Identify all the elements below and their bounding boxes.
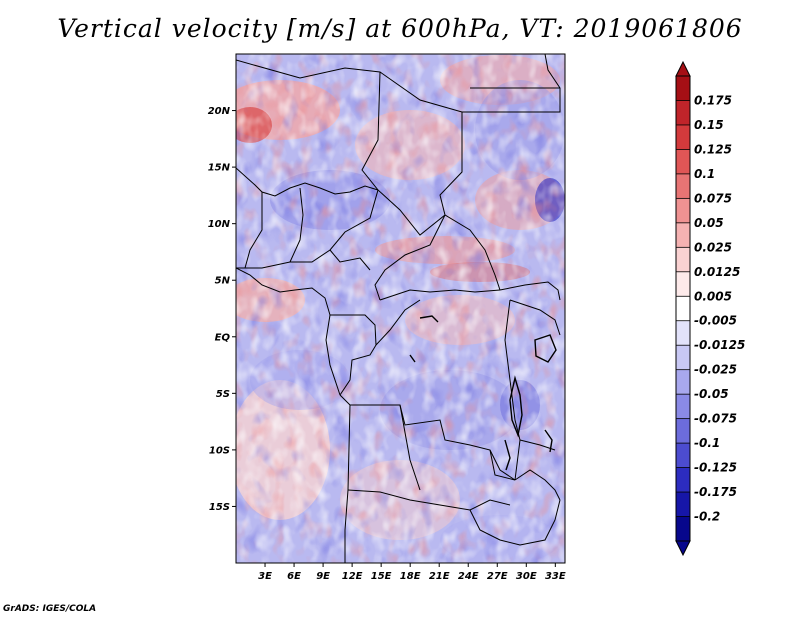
lat-tick-label: 10N (208, 219, 231, 230)
colorbar-label: 0.075 (694, 191, 732, 205)
lon-tick-label: 12E (342, 571, 363, 582)
colorbar-label: -0.175 (694, 485, 737, 499)
colorbar-swatch (676, 296, 690, 322)
lat-tick-label: EQ (215, 332, 231, 343)
colorbar: 0.175 0.15 0.125 0.1 0.075 0.05 0.025 0.0125 0.0… (675, 60, 745, 557)
colorbar-label: -0.125 (694, 461, 737, 475)
colorbar-swatch (676, 100, 690, 126)
colorbar-bottom-arrow (675, 540, 691, 557)
lon-tick-label: 9E (316, 571, 330, 582)
colorbar-label: 0.175 (694, 93, 732, 107)
colorbar-label: -0.075 (694, 412, 737, 426)
colorbar-swatch (676, 124, 690, 150)
colorbar-label: -0.005 (694, 314, 737, 328)
colorbar-swatch (676, 271, 690, 297)
colorbar-label: 0.125 (694, 142, 732, 156)
colorbar-label: 0.1 (694, 167, 715, 181)
colorbar-swatch (676, 247, 690, 273)
lat-tick-label: 5N (215, 276, 231, 287)
colorbar-swatch (676, 222, 690, 248)
lon-tick-label: 24E (458, 571, 479, 582)
colorbar-swatch (676, 369, 690, 395)
map-title: Vertical velocity [m/s] at 600hPa, VT: 2… (57, 14, 743, 43)
lon-tick-label: 15E (371, 571, 392, 582)
colorbar-swatch (676, 467, 690, 493)
lon-tick-label: 33E (545, 571, 566, 582)
lon-tick-label: 27E (487, 571, 508, 582)
colorbar-swatch (676, 320, 690, 346)
colorbar-swatch (676, 443, 690, 468)
lon-tick-label: 3E (258, 571, 272, 582)
colorbar-top-arrow (675, 60, 691, 77)
colorbar-label: -0.1 (694, 436, 720, 450)
lat-tick-label: 5S (216, 389, 230, 400)
lon-tick-label: 6E (287, 571, 301, 582)
lat-tick-label: 10S (209, 445, 230, 456)
latitude-axis: 20N 15N 10N 5N EQ 5S 10S 15S (208, 106, 236, 513)
lakes (409, 315, 557, 471)
colorbar-label: 0.025 (694, 240, 732, 254)
colorbar-label: 0.0125 (694, 265, 740, 279)
lon-tick-label: 30E (516, 571, 537, 582)
lon-tick-label: 21E (429, 571, 450, 582)
country-borders (236, 54, 561, 563)
colorbar-swatch (676, 173, 690, 199)
colorbar-frame (675, 75, 691, 542)
colorbar-label: -0.05 (694, 387, 729, 401)
colorbar-label: -0.025 (694, 363, 737, 377)
colorbar-swatch (676, 76, 690, 101)
colorbar-swatch (676, 418, 690, 444)
colorbar-label: -0.2 (694, 510, 720, 524)
map-frame (235, 53, 566, 564)
colorbar-label: 0.15 (694, 118, 724, 132)
colorbar-swatch (676, 492, 690, 517)
grads-credit: GrADS: IGES/COLA (3, 604, 97, 614)
colorbar-swatch (676, 394, 690, 419)
colorbar-swatch (676, 345, 690, 370)
lat-tick-label: 15N (208, 163, 231, 174)
colorbar-swatch (676, 198, 690, 224)
lat-tick-label: 15S (209, 502, 230, 513)
longitude-axis: 3E 6E 9E 12E 15E 18E 21E 24E 27E 30E 33E (258, 563, 566, 582)
colorbar-label: 0.005 (694, 289, 732, 303)
lon-tick-label: 18E (400, 571, 421, 582)
lat-tick-label: 20N (208, 106, 231, 117)
colorbar-label: -0.0125 (694, 338, 745, 352)
colorbar-swatch (676, 516, 690, 542)
colorbar-label: 0.05 (694, 216, 724, 230)
velocity-field (236, 54, 565, 563)
colorbar-swatch (676, 149, 690, 175)
